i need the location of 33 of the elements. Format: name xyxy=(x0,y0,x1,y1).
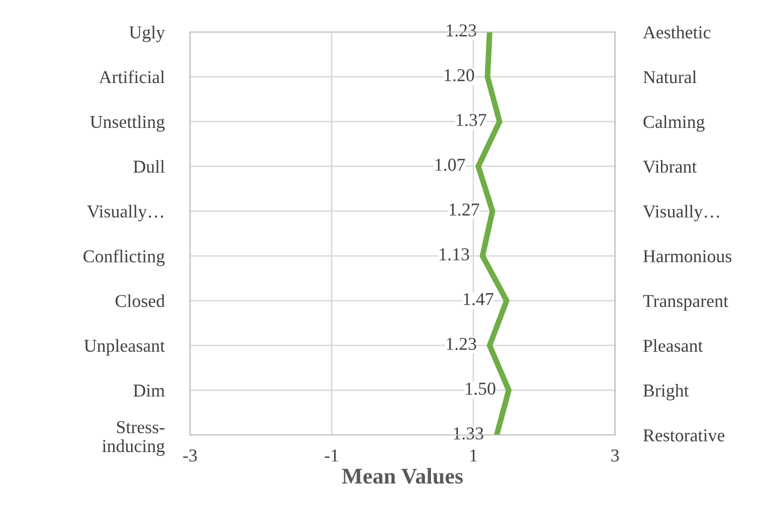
y2-tick-label: Transparent xyxy=(643,295,728,311)
data-label: 1.07 xyxy=(436,158,466,171)
y-tick-label: Stress- inducing xyxy=(102,421,165,456)
y2-tick-label: Harmonious xyxy=(643,250,732,262)
y-tick-label: Unpleasant xyxy=(84,339,165,356)
data-label: 1.50 xyxy=(466,382,496,395)
x-tick-label: -3 xyxy=(183,449,197,462)
x-tick-label: -1 xyxy=(324,450,338,462)
y-tick-label: Visually… xyxy=(87,204,164,222)
y-tick-label: Dim xyxy=(133,384,165,397)
x-tick-label: 3 xyxy=(611,449,619,462)
y-tick-label: Artificial xyxy=(99,70,165,84)
y2-tick-label: Natural xyxy=(643,70,697,84)
data-label: 1.47 xyxy=(464,293,494,306)
data-label: 1.20 xyxy=(444,69,474,82)
x-tick-label: 1 xyxy=(470,450,477,462)
y-tick-label: Unsettling xyxy=(90,115,165,132)
x-axis-title: Mean Values xyxy=(342,468,463,484)
y2-tick-label: Aesthetic xyxy=(642,26,710,38)
data-label: 1.23 xyxy=(446,338,476,350)
y2-tick-label: Bright xyxy=(643,384,689,400)
y-tick-label: Dull xyxy=(133,160,165,173)
data-label: 1.37 xyxy=(456,114,486,126)
y2-tick-label: Calming xyxy=(644,115,705,132)
y-tick-label: Conflicting xyxy=(83,250,165,266)
y2-tick-label: Vibrant xyxy=(642,160,697,173)
y2-tick-label: Visually… xyxy=(642,204,720,222)
data-label: 1.27 xyxy=(450,203,480,216)
data-label: 1.13 xyxy=(440,248,470,260)
y2-tick-label: Pleasant xyxy=(643,339,703,352)
y-tick-label: Closed xyxy=(116,294,165,308)
y-tick-label: Ugly xyxy=(129,26,165,42)
y2-tick-label: Restorative xyxy=(643,429,724,442)
